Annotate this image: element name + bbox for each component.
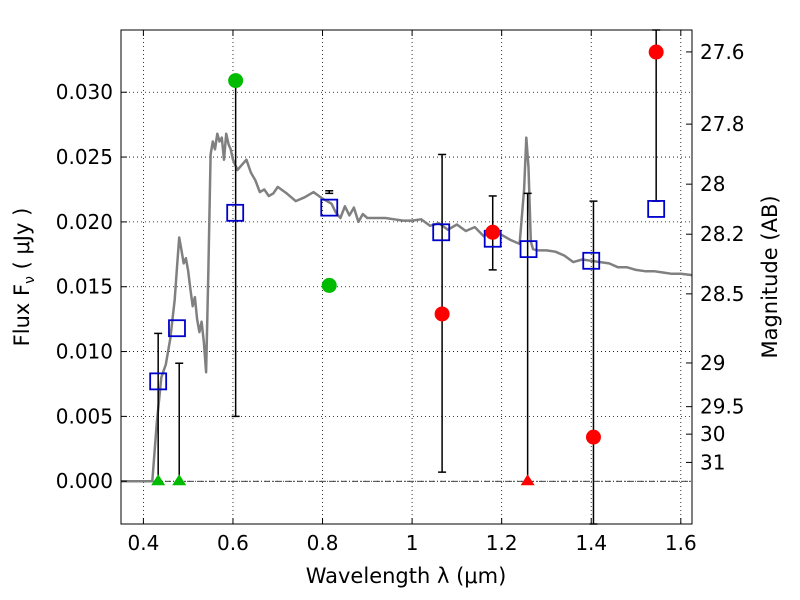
y-axis-ticks: 0.000 0.005 0.010 0.015 0.020 0.025 0.030 <box>56 80 127 493</box>
right-axis-ticks: 27.6 27.8 28 28.2 28.5 29 29.5 30 31 <box>686 40 745 474</box>
errorbar-layer <box>154 29 661 525</box>
spectrum-layer <box>121 132 693 483</box>
observed-point <box>321 277 337 293</box>
upper-limit-marker <box>151 474 166 486</box>
y-axis-label: Flux Fν ( μJy ) <box>10 208 38 347</box>
right-tick-label: 28.2 <box>700 222 745 246</box>
x-tick-label: 0.4 <box>127 531 159 555</box>
grid-lines <box>121 30 692 524</box>
right-tick-label: 28.5 <box>700 282 745 306</box>
right-tick-label: 30 <box>700 422 725 446</box>
y-tick-label: 0.010 <box>56 340 113 364</box>
observed-point <box>585 429 601 445</box>
right-tick-label: 31 <box>700 450 725 474</box>
model-point <box>582 251 601 270</box>
upper-limit-marker <box>520 474 535 486</box>
observed-photometry-layer <box>151 44 664 486</box>
model-point <box>647 200 666 218</box>
x-tick-label: 1.2 <box>486 531 518 555</box>
right-tick-label: 29.5 <box>700 395 745 419</box>
x-axis-ticks: 0.4 0.6 0.8 1 1.2 1.4 1.6 <box>127 30 697 555</box>
observed-point <box>485 224 501 240</box>
model-point <box>226 203 245 222</box>
y-tick-label: 0.000 <box>56 469 113 493</box>
right-tick-label: 28 <box>700 172 725 196</box>
y-axis-label-unit: ( μJy ) <box>10 208 34 276</box>
y-tick-label: 0.015 <box>56 275 113 299</box>
right-tick-label: 27.6 <box>700 40 745 64</box>
y-tick-label: 0.025 <box>56 145 113 169</box>
x-tick-label: 1.4 <box>575 531 607 555</box>
model-point <box>320 198 339 217</box>
y-axis-label-main: Flux F <box>10 284 34 346</box>
observed-point <box>648 44 664 60</box>
y-axis-label-sub: ν <box>22 276 38 284</box>
y-tick-label: 0.030 <box>56 80 113 104</box>
upper-limit-marker <box>172 474 187 486</box>
x-tick-label: 1.6 <box>665 531 697 555</box>
plot-frame <box>120 29 693 525</box>
x-tick-label: 0.8 <box>307 531 339 555</box>
x-tick-label: 1 <box>406 531 419 555</box>
model-point <box>432 223 451 242</box>
x-axis-label: Wavelength λ (μm) <box>306 564 507 588</box>
right-axis-label: Magnitude (AB) <box>758 195 782 358</box>
model-point <box>149 372 168 391</box>
observed-point <box>228 73 244 89</box>
y-tick-label: 0.005 <box>56 404 113 428</box>
model-photometry-layer <box>149 198 666 391</box>
model-point <box>168 319 186 338</box>
y-tick-label: 0.020 <box>56 210 113 234</box>
observed-point <box>434 306 450 322</box>
spectrum-line <box>121 132 693 483</box>
model-point <box>519 240 538 259</box>
right-tick-label: 29 <box>700 351 725 375</box>
x-tick-label: 0.6 <box>217 531 249 555</box>
right-tick-label: 27.8 <box>700 112 745 136</box>
